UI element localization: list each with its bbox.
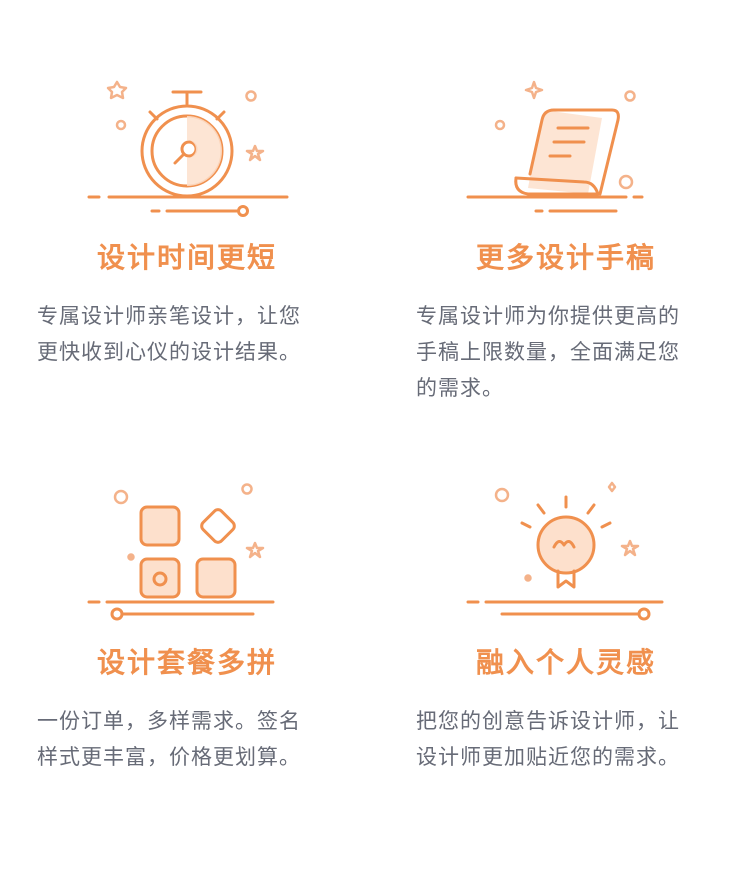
feature-title: 融入个人灵感 — [475, 646, 656, 679]
lightbulb-icon — [466, 481, 664, 621]
blocks-icon — [87, 483, 275, 621]
stopwatch-icon — [87, 80, 289, 217]
feature-title: 更多设计手稿 — [475, 241, 656, 274]
feature-description: 把您的创意告诉设计师，让设计师更加贴近您的需求。 — [416, 709, 680, 769]
feature-description: 专属设计师为你提供更高的手稿上限数量，全面满足您的需求。 — [416, 304, 680, 400]
manuscript-scroll-icon — [466, 80, 644, 213]
feature-description: 专属设计师亲笔设计，让您更快收到心仪的设计结果。 — [37, 304, 301, 364]
feature-description: 一份订单，多样需求。签名样式更丰富，价格更划算。 — [37, 709, 301, 769]
feature-title: 设计时间更短 — [96, 241, 277, 274]
feature-title: 设计套餐多拼 — [96, 646, 277, 679]
